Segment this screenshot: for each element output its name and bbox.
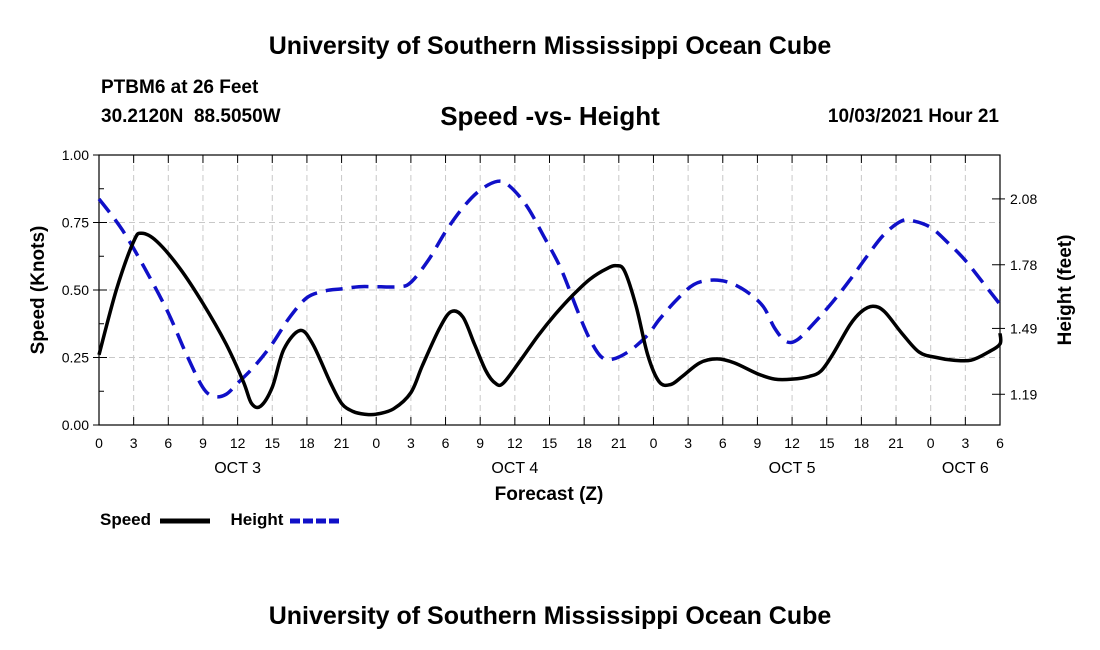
legend-speed-label: Speed xyxy=(100,510,152,529)
x-tick-label: 12 xyxy=(507,435,523,451)
x-axis-title: Forecast (Z) xyxy=(495,484,604,505)
y-axis-title: Speed (Knots) xyxy=(28,226,49,355)
y-tick-label: 1.00 xyxy=(62,147,89,163)
footer-title: University of Southern Mississippi Ocean… xyxy=(268,602,832,630)
x-tick-label: 3 xyxy=(407,435,415,451)
x-tick-label: 21 xyxy=(888,435,904,451)
x-day-label: OCT 3 xyxy=(214,460,261,477)
y-tick-label: 0.25 xyxy=(62,350,89,366)
y2-tick-label: 2.08 xyxy=(1010,191,1037,207)
legend-speed-swatch xyxy=(159,518,210,524)
y-tick-label: 0.00 xyxy=(62,417,89,433)
x-tick-label: 0 xyxy=(927,435,935,451)
legend: Speed Height xyxy=(100,510,342,530)
x-tick-label: 12 xyxy=(230,435,246,451)
page-title: University of Southern Mississippi Ocean… xyxy=(268,32,832,60)
y2-tick-label: 1.78 xyxy=(1010,257,1037,273)
y-tick-label: 0.50 xyxy=(62,282,89,298)
x-tick-label: 18 xyxy=(854,435,870,451)
x-tick-label: 0 xyxy=(95,435,103,451)
speed-series-line xyxy=(97,231,1003,417)
x-tick-label: 6 xyxy=(996,435,1004,451)
y-tick-label: 0.75 xyxy=(62,215,89,231)
forecast-datetime: 10/03/2021 Hour 21 xyxy=(827,106,999,127)
x-tick-label: 6 xyxy=(442,435,450,451)
y2-axis-title: Height (feet) xyxy=(1055,235,1076,346)
x-tick-label: 15 xyxy=(542,435,558,451)
legend-height-label: Height xyxy=(230,510,284,529)
x-tick-label: 9 xyxy=(476,435,484,451)
x-tick-label: 21 xyxy=(334,435,350,451)
x-tick-label: 15 xyxy=(819,435,835,451)
y2-tick-label: 1.49 xyxy=(1010,320,1037,336)
tick-labels: 0 3 6 9 12 15 18 21 0 3 6 9 12 15 18 21 0 3 6 9 12 15 18 21 0 3 6O… xyxy=(62,147,1038,477)
station-label: PTBM6 at 26 Feet xyxy=(101,77,259,98)
x-tick-label: 18 xyxy=(299,435,315,451)
x-tick-label: 12 xyxy=(784,435,800,451)
x-tick-label: 9 xyxy=(199,435,207,451)
x-tick-label: 6 xyxy=(719,435,727,451)
x-tick-label: 18 xyxy=(576,435,592,451)
x-tick-label: 0 xyxy=(650,435,658,451)
x-tick-label: 3 xyxy=(961,435,969,451)
x-tick-label: 0 xyxy=(372,435,380,451)
x-tick-label: 3 xyxy=(684,435,692,451)
axis-ticks xyxy=(93,154,1005,426)
grid xyxy=(99,155,1000,425)
legend-height-swatch xyxy=(290,518,341,524)
x-day-label: OCT 6 xyxy=(942,460,989,477)
speed-height-chart: 0 3 6 9 12 15 18 21 0 3 6 9 12 15 18 21 0 3 6 9 12 15 18 21 0 3 6O… xyxy=(28,147,1076,505)
x-day-label: OCT 5 xyxy=(769,460,816,477)
chart-subtitle: Speed -vs- Height xyxy=(440,101,660,131)
x-tick-label: 21 xyxy=(611,435,627,451)
x-tick-label: 15 xyxy=(264,435,280,451)
x-tick-label: 3 xyxy=(130,435,138,451)
x-day-label: OCT 4 xyxy=(491,460,538,477)
x-tick-label: 9 xyxy=(754,435,762,451)
x-tick-label: 6 xyxy=(164,435,172,451)
height-series-line xyxy=(97,179,1002,399)
coordinates-label: 30.2120N 88.5050W xyxy=(101,106,281,127)
y2-tick-label: 1.19 xyxy=(1010,386,1037,402)
